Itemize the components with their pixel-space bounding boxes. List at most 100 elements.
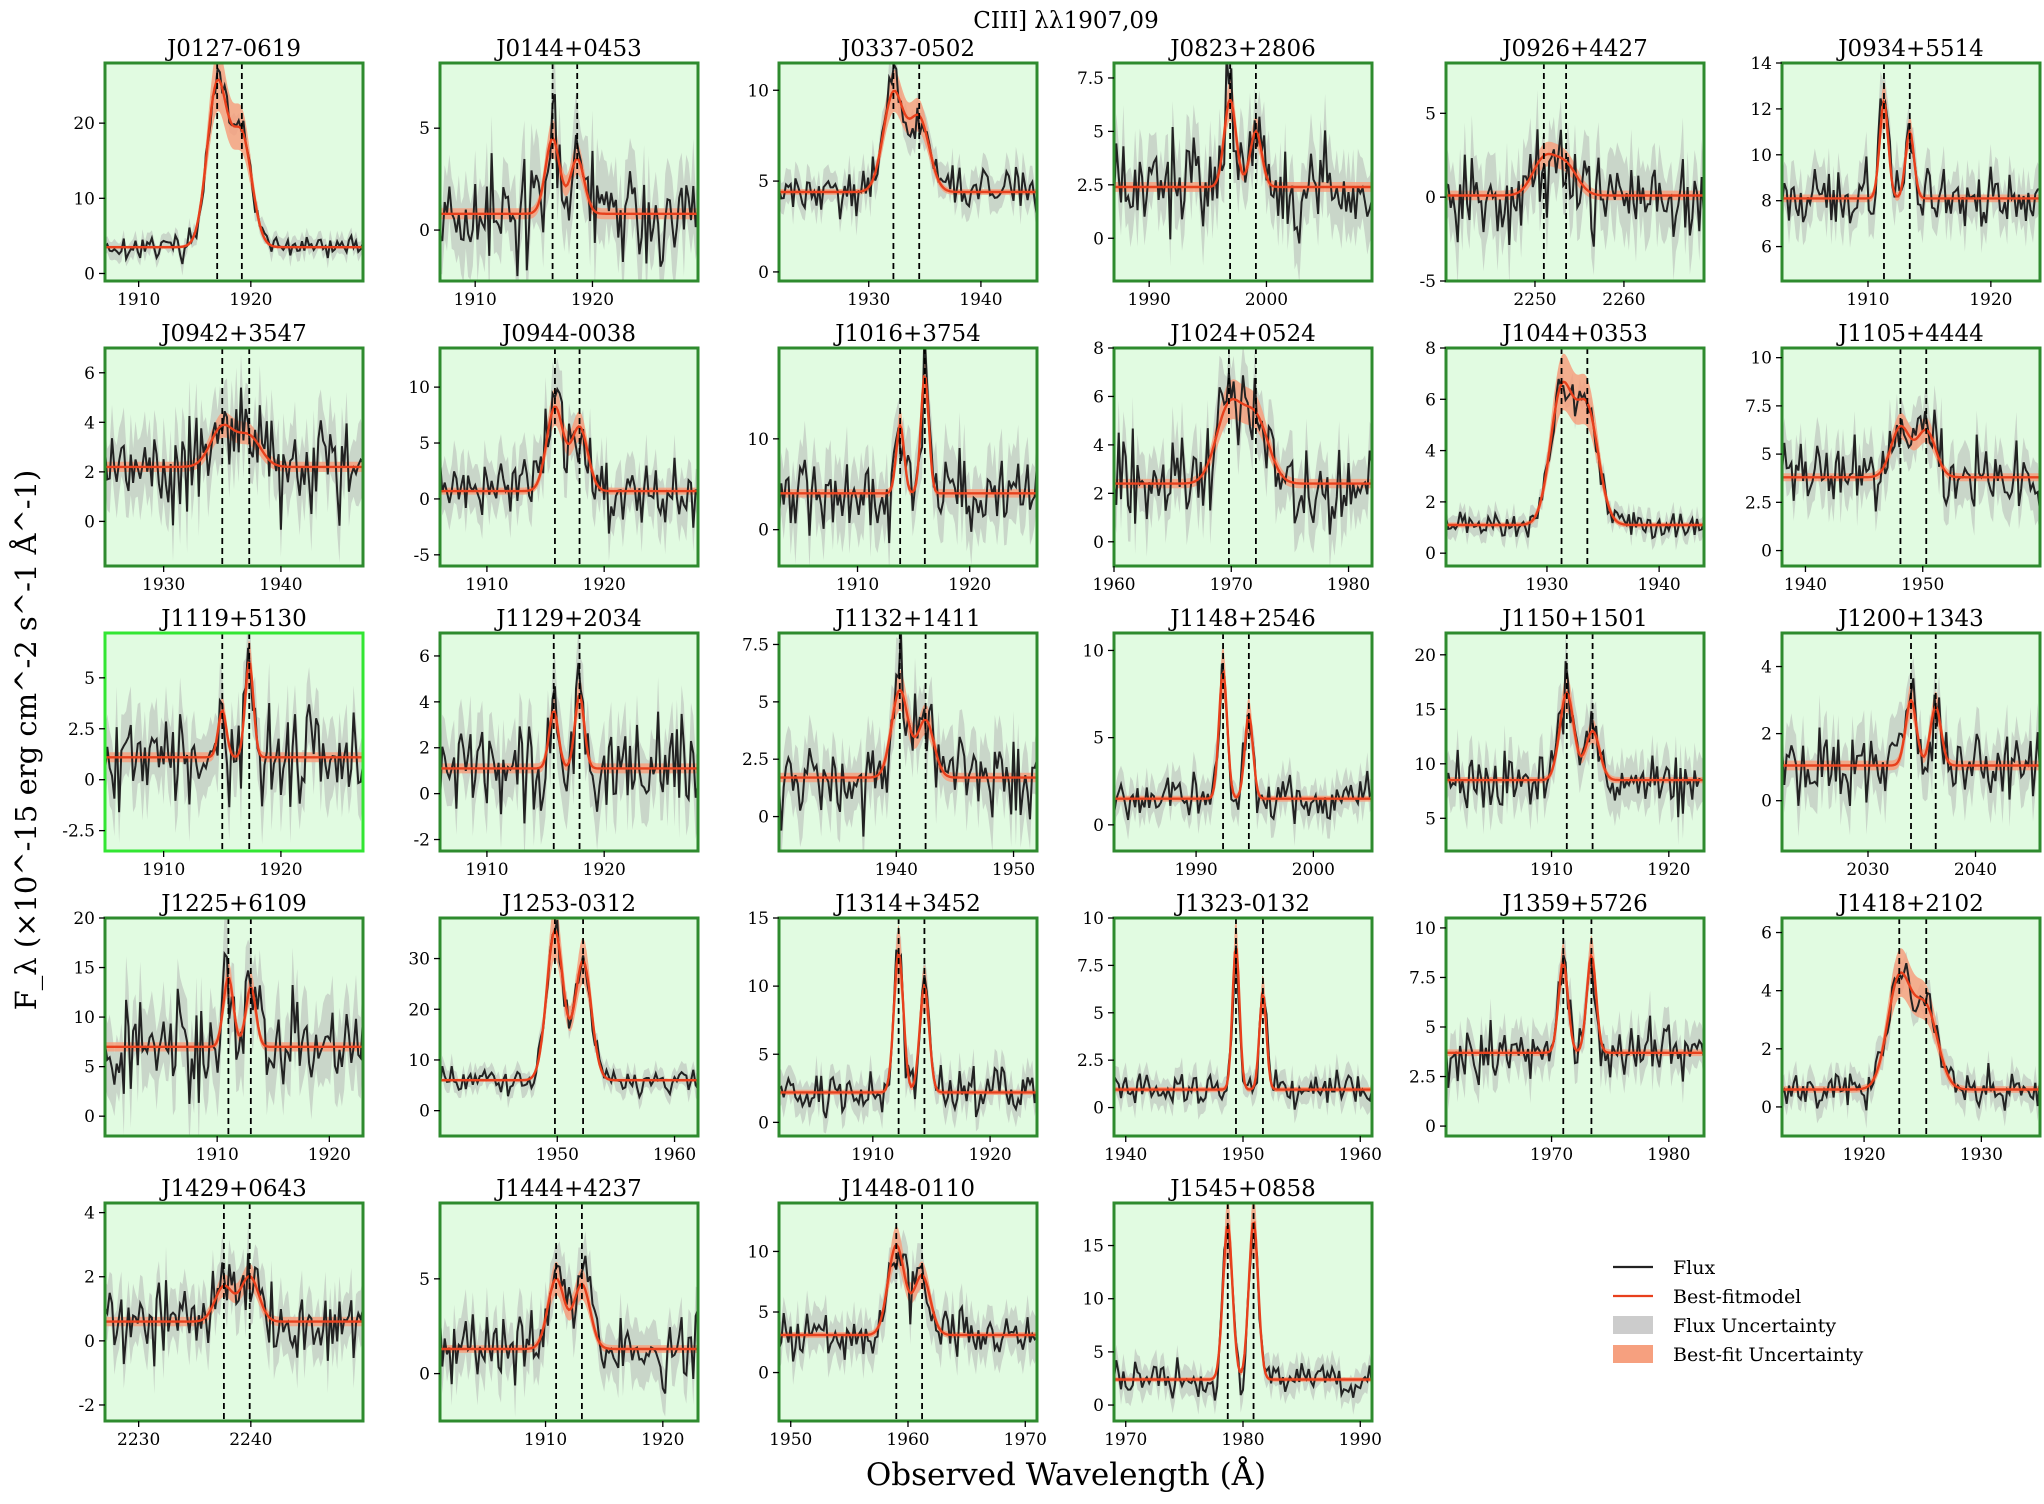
plot-area xyxy=(1114,918,1372,1136)
flux-uncertainty-band xyxy=(440,1231,698,1417)
plot-area xyxy=(779,348,1037,566)
y-tick-label: 2 xyxy=(84,1268,95,1288)
plot-area xyxy=(1782,633,2040,851)
panel-frame xyxy=(1444,346,1706,568)
y-tick-label: 5 xyxy=(758,693,769,713)
x-tick-label: 1910 xyxy=(524,1430,567,1450)
model-line xyxy=(440,405,698,493)
y-tick-label: 4 xyxy=(1761,982,1772,1002)
y-tick-label: 10 xyxy=(1082,641,1104,661)
panel-frame xyxy=(1780,346,2042,568)
panel-title: J1200+1343 xyxy=(1836,606,1984,632)
model-line xyxy=(1782,971,2040,1091)
panel-title: J1314+3452 xyxy=(833,891,981,917)
x-tick-label: 1920 xyxy=(1842,1145,1885,1165)
y-tick-label: 0 xyxy=(419,1365,430,1385)
y-tick-label: 2.5 xyxy=(68,720,95,740)
plot-area xyxy=(440,63,698,281)
y-tick-label: 0 xyxy=(419,1102,430,1122)
x-tick-label: 1920 xyxy=(229,290,272,310)
panel-frame xyxy=(777,631,1039,853)
panel-title: J0337-0502 xyxy=(839,36,975,62)
panel-j0823+2806: J0823+2806 1990 2000 0 2.5 5 7.5 xyxy=(1077,36,1374,310)
panel-j0144+0453: J0144+0453 1910 1920 0 5 xyxy=(419,36,700,310)
legend-label: Best-fitmodel xyxy=(1673,1286,1801,1308)
x-tick-label: 1940 xyxy=(259,575,302,595)
x-tick-label: 1950 xyxy=(536,1145,579,1165)
panel-j0127-0619: J0127-0619 1910 1920 0 10 20 xyxy=(73,36,365,310)
panel-title: J1119+5130 xyxy=(159,606,307,632)
plot-area xyxy=(1446,633,1704,851)
model-line xyxy=(440,928,698,1082)
y-tick-label: 15 xyxy=(1082,1237,1104,1257)
y-tick-label: 10 xyxy=(1750,349,1772,369)
panel-title: J0944-0038 xyxy=(500,321,636,347)
x-tick-label: 1920 xyxy=(583,575,626,595)
panel-frame xyxy=(1780,631,2042,853)
plot-area xyxy=(440,348,698,566)
panel-title: J1448-0110 xyxy=(839,1176,975,1202)
y-tick-label: 5 xyxy=(1425,809,1436,829)
panel-title: J0926+4427 xyxy=(1500,36,1648,62)
y-tick-label: 15 xyxy=(747,909,769,929)
y-tick-label: 10 xyxy=(1414,755,1436,775)
panel-title: J0144+0453 xyxy=(494,36,642,62)
y-tick-label: 0 xyxy=(1093,533,1104,553)
y-tick-label: 0 xyxy=(84,1332,95,1352)
panel-frame xyxy=(103,631,365,853)
plot-area xyxy=(105,633,363,851)
flux-line xyxy=(779,1251,1037,1362)
panel-title: J1359+5726 xyxy=(1500,891,1648,917)
y-tick-label: 0 xyxy=(419,490,430,510)
plot-area xyxy=(105,918,363,1136)
y-tick-label: 0 xyxy=(1425,1117,1436,1137)
flux-line xyxy=(779,63,1037,220)
panel-j1119+5130: J1119+5130 1910 1920 -2.5 0 2.5 5 xyxy=(62,606,365,880)
model-line xyxy=(440,136,698,215)
model-line xyxy=(1782,697,2040,767)
panel-title: J1444+4237 xyxy=(494,1176,642,1202)
flux-line xyxy=(1114,1229,1372,1401)
plot-area xyxy=(779,1203,1037,1421)
x-tick-label: 1920 xyxy=(948,575,991,595)
y-tick-label: 7.5 xyxy=(1077,956,1104,976)
y-tick-label: -5 xyxy=(413,546,430,566)
panel-j1225+6109: J1225+6109 1910 1920 0 5 10 15 20 xyxy=(73,891,365,1165)
y-tick-label: 5 xyxy=(1425,1018,1436,1038)
flux-line xyxy=(1782,962,2040,1111)
x-tick-label: 1960 xyxy=(886,1430,929,1450)
y-tick-label: 6 xyxy=(84,364,95,384)
x-tick-label: 1940 xyxy=(1637,575,1680,595)
y-tick-label: 5 xyxy=(419,119,430,139)
legend-swatch-patch xyxy=(1613,1316,1653,1334)
y-tick-label: 4 xyxy=(1093,436,1104,456)
y-tick-label: 0 xyxy=(758,521,769,541)
panel-frame xyxy=(1780,61,2042,283)
model-line xyxy=(1114,947,1372,1091)
legend-swatch-patch xyxy=(1613,1345,1653,1363)
y-tick-label: -2.5 xyxy=(62,822,95,842)
y-tick-label: 6 xyxy=(419,647,430,667)
panel-title: J1105+4444 xyxy=(1836,321,1984,347)
panel-frame xyxy=(103,916,365,1138)
y-tick-label: 10 xyxy=(408,1051,430,1071)
panel-background xyxy=(779,63,1037,281)
flux-line xyxy=(1782,98,2040,227)
flux-line xyxy=(105,647,363,813)
x-tick-label: 1910 xyxy=(454,290,497,310)
flux-uncertainty-band xyxy=(105,354,363,563)
x-tick-label: 1990 xyxy=(1128,290,1171,310)
model-uncertainty-band xyxy=(1782,948,2040,1093)
panel-title: J0942+3547 xyxy=(159,321,307,347)
x-tick-label: 2260 xyxy=(1602,290,1645,310)
y-tick-label: 4 xyxy=(84,1204,95,1224)
y-tick-label: 5 xyxy=(1093,1343,1104,1363)
y-tick-label: 5 xyxy=(419,1270,430,1290)
legend-item-best-fit-uncertainty: Best-fit Uncertainty xyxy=(1613,1344,1863,1366)
y-tick-label: 7.5 xyxy=(1077,69,1104,89)
model-uncertainty-band xyxy=(440,119,698,220)
model-line xyxy=(440,1276,698,1351)
panel-frame xyxy=(103,346,365,568)
y-tick-label: 0 xyxy=(419,785,430,805)
y-tick-label: 5 xyxy=(1425,104,1436,124)
